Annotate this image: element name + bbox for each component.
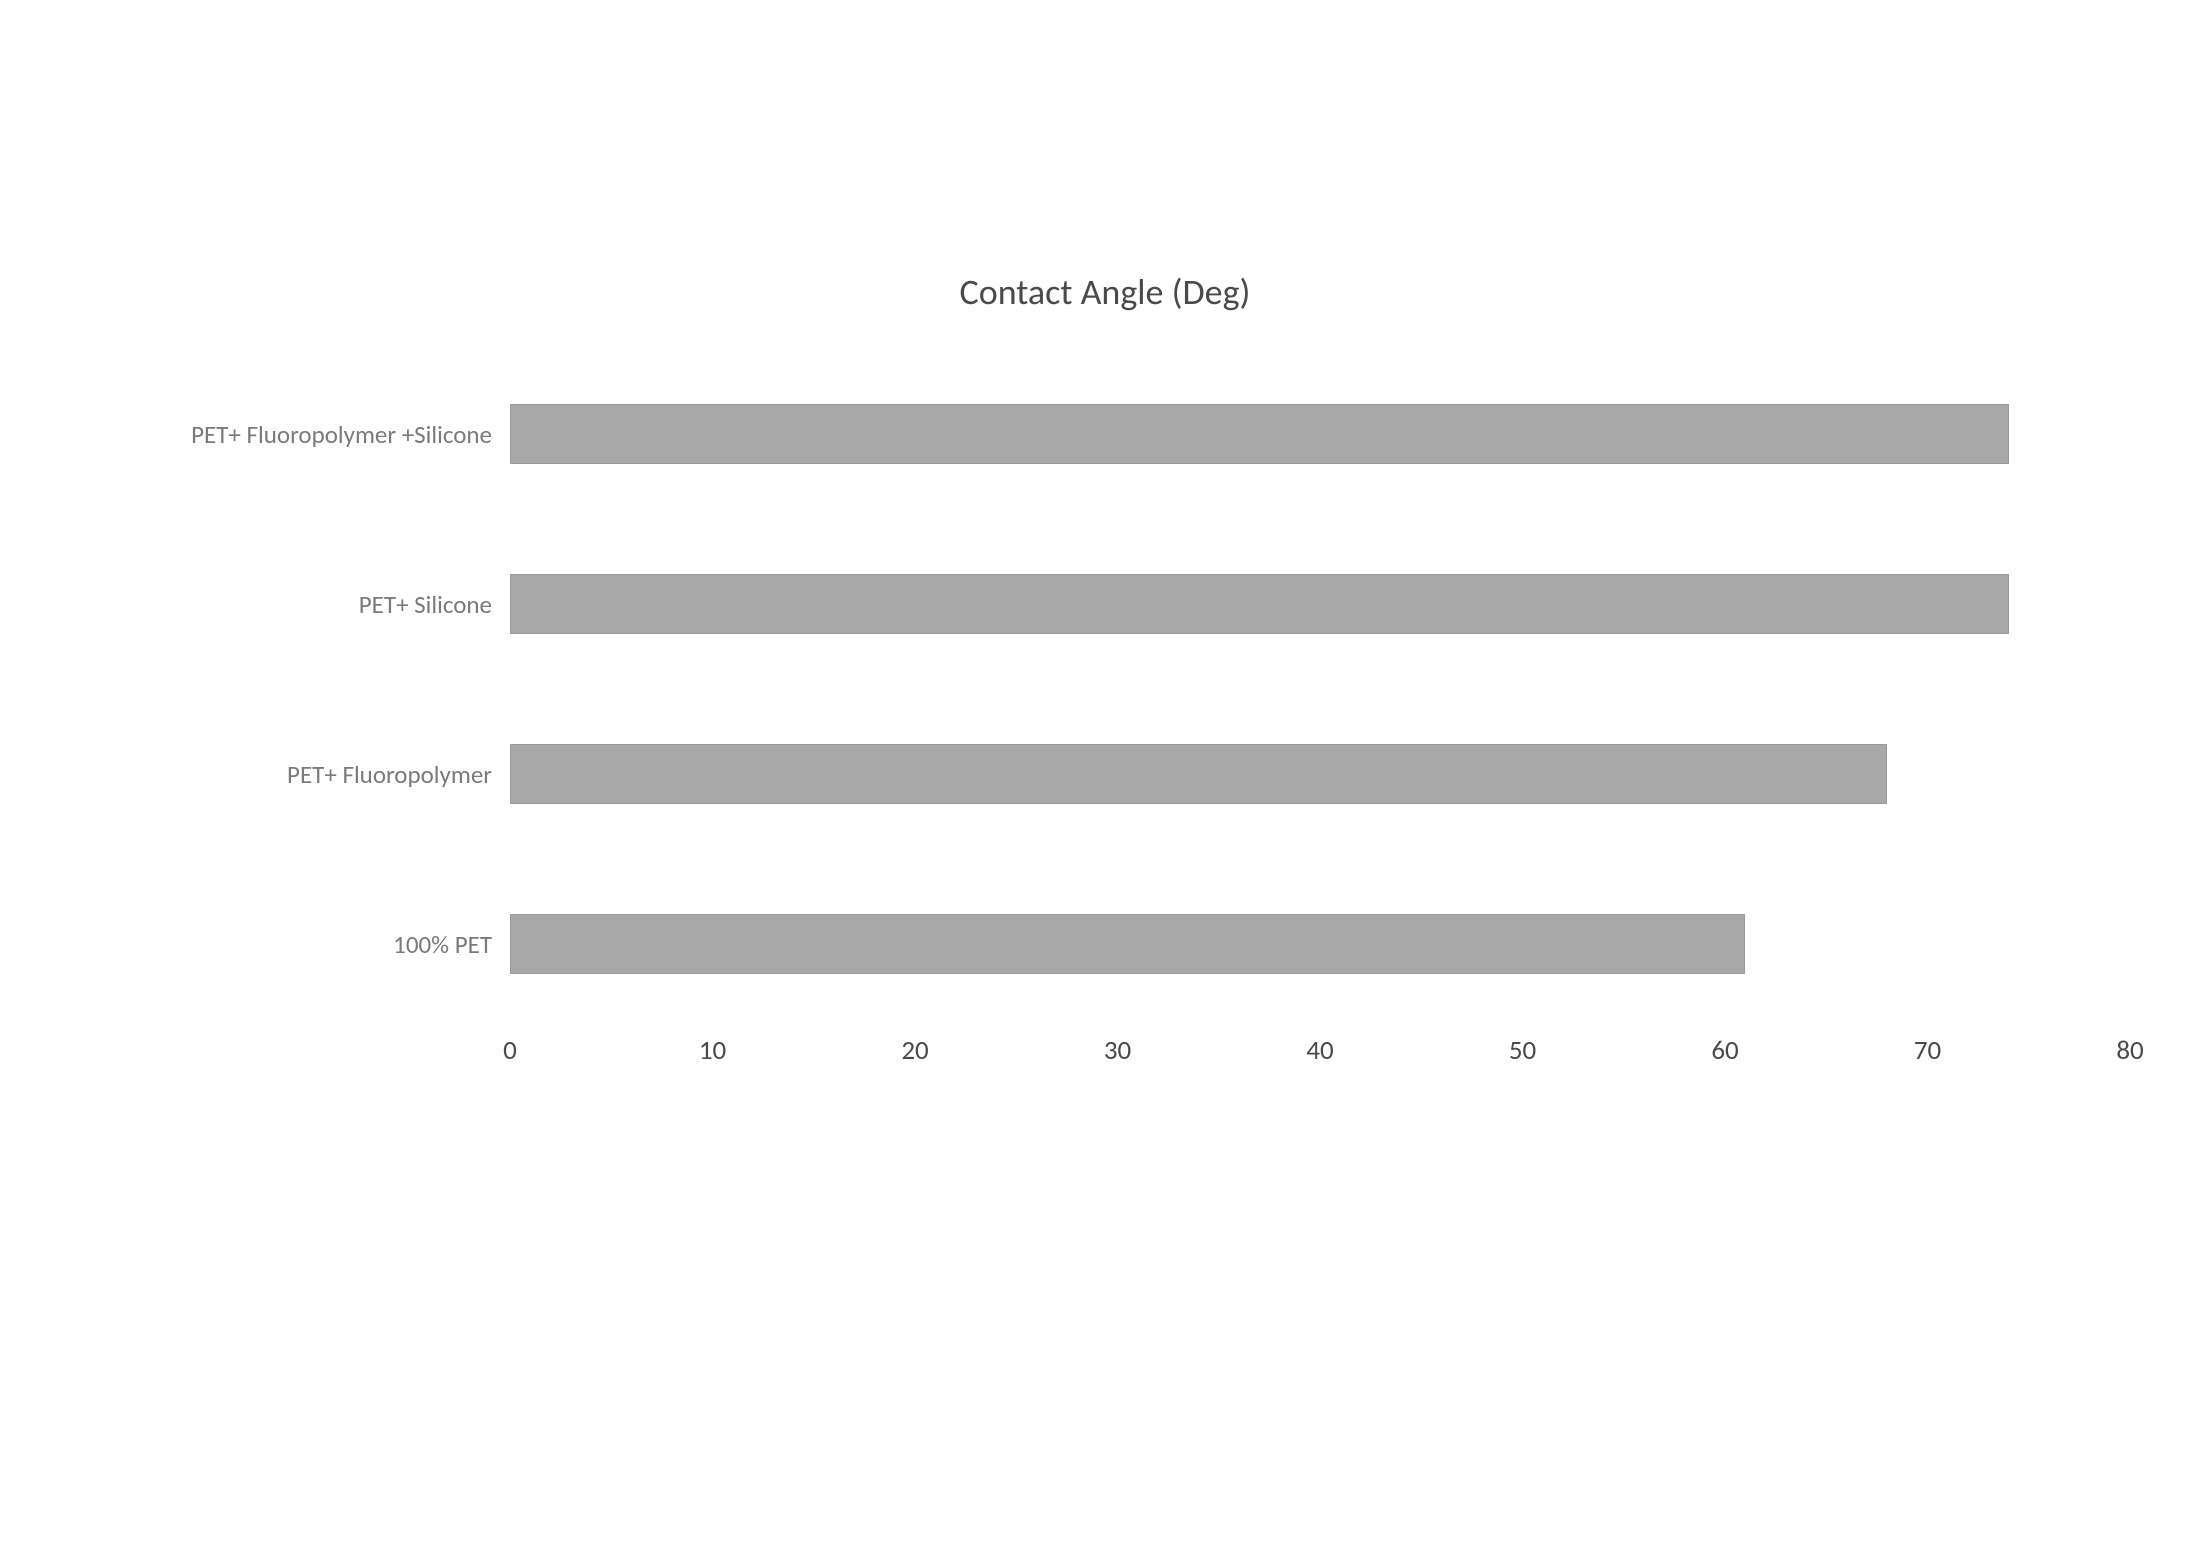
x-tick: 30: [1104, 1034, 1131, 1067]
x-tick: 60: [1711, 1034, 1738, 1067]
bar: [510, 404, 2009, 464]
x-tick: 20: [901, 1034, 928, 1067]
x-axis: 0 10 20 30 40 50 60 70 80: [510, 1034, 2130, 1074]
bar-track: [510, 404, 2130, 464]
x-tick: 50: [1509, 1034, 1536, 1067]
bar-row: PET+ Fluoropolymer: [80, 744, 2130, 804]
bar-row: PET+ Fluoropolymer +Silicone: [80, 404, 2130, 464]
x-tick: 10: [699, 1034, 726, 1067]
y-category-label: PET+ Fluoropolymer +Silicone: [80, 419, 510, 450]
bar-track: [510, 914, 2130, 974]
bar-track: [510, 744, 2130, 804]
y-category-label: 100% PET: [80, 929, 510, 960]
plot-area: PET+ Fluoropolymer +Silicone PET+ Silico…: [80, 404, 2130, 1074]
x-tick: 70: [1914, 1034, 1941, 1067]
y-category-label: PET+ Silicone: [80, 589, 510, 620]
bar: [510, 744, 1887, 804]
x-tick: 80: [2116, 1034, 2143, 1067]
y-category-label: PET+ Fluoropolymer: [80, 759, 510, 790]
bar: [510, 574, 2009, 634]
bar: [510, 914, 1745, 974]
contact-angle-chart: Contact Angle (Deg) PET+ Fluoropolymer +…: [80, 270, 2130, 1074]
bar-row: PET+ Silicone: [80, 574, 2130, 634]
bar-track: [510, 574, 2130, 634]
chart-title: Contact Angle (Deg): [80, 270, 2130, 314]
x-tick: 0: [503, 1034, 517, 1067]
x-tick: 40: [1306, 1034, 1333, 1067]
bar-row: 100% PET: [80, 914, 2130, 974]
